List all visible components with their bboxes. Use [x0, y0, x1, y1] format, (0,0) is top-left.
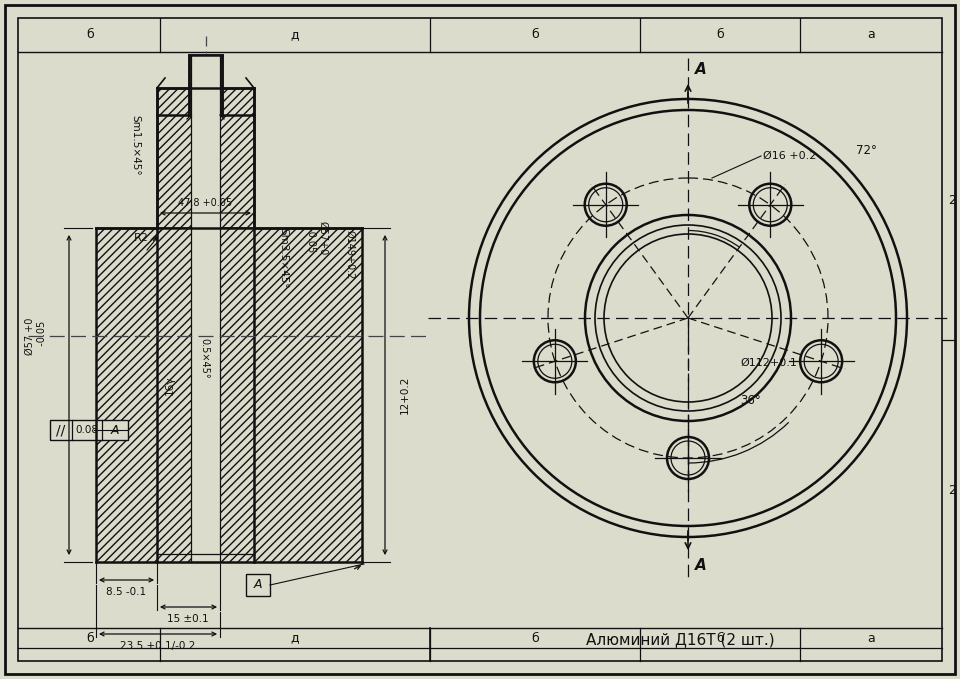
Bar	[157, 88, 254, 228]
Text: Ø112+0.1: Ø112+0.1	[740, 358, 797, 368]
Text: //: //	[57, 423, 65, 437]
Text: Ø57 +0
  -0.05: Ø57 +0 -0.05	[25, 317, 47, 354]
Bar	[189, 55, 222, 115]
Text: б: б	[716, 631, 724, 644]
Bar	[254, 228, 362, 336]
Text: А: А	[695, 559, 707, 574]
Text: б: б	[86, 29, 94, 41]
Bar	[96, 228, 157, 336]
Text: Ø16 +0.2: Ø16 +0.2	[763, 151, 816, 161]
Text: 23.5 +0.1/-0.2: 23.5 +0.1/-0.2	[120, 641, 196, 651]
Text: 0.5×45°: 0.5×45°	[199, 337, 209, 378]
Bar	[246, 574, 270, 596]
Text: 36°: 36°	[740, 394, 760, 407]
Bar	[96, 336, 157, 562]
Text: 2: 2	[948, 194, 956, 206]
Text: б: б	[531, 631, 539, 644]
Text: А: А	[253, 579, 262, 591]
Text: Sm1.5×45°: Sm1.5×45°	[130, 115, 140, 175]
Text: 15 ±0.1: 15 ±0.1	[167, 614, 209, 624]
Bar	[220, 228, 254, 562]
Text: б: б	[716, 29, 724, 41]
Text: а: а	[867, 631, 875, 644]
Bar	[50, 420, 128, 440]
Text: б: б	[86, 631, 94, 644]
Text: 8.5 -0.1: 8.5 -0.1	[106, 587, 146, 597]
Text: Алюминий Д16Т (2 шт.): Алюминий Д16Т (2 шт.)	[586, 633, 775, 648]
Text: а: а	[867, 29, 875, 41]
Text: 16γ: 16γ	[165, 375, 175, 394]
Text: A: A	[110, 424, 119, 437]
Text: R2: R2	[134, 233, 149, 243]
Text: Ø149+0.2: Ø149+0.2	[345, 230, 355, 280]
Text: 0.08: 0.08	[76, 425, 99, 435]
Text: б: б	[531, 29, 539, 41]
Text: 72°: 72°	[856, 143, 876, 156]
Text: д: д	[291, 29, 300, 41]
Text: 2: 2	[948, 483, 956, 496]
Bar	[254, 336, 362, 562]
Text: 12+0.2: 12+0.2	[400, 375, 410, 414]
Bar	[191, 55, 220, 562]
Bar	[157, 228, 191, 562]
Text: Sm3.5×45°: Sm3.5×45°	[278, 227, 288, 289]
Text: Ø57+0
  -0.05: Ø57+0 -0.05	[306, 221, 327, 255]
Text: А: А	[695, 62, 707, 77]
Text: д: д	[291, 631, 300, 644]
Text: 47.8 +0.05: 47.8 +0.05	[179, 198, 232, 208]
